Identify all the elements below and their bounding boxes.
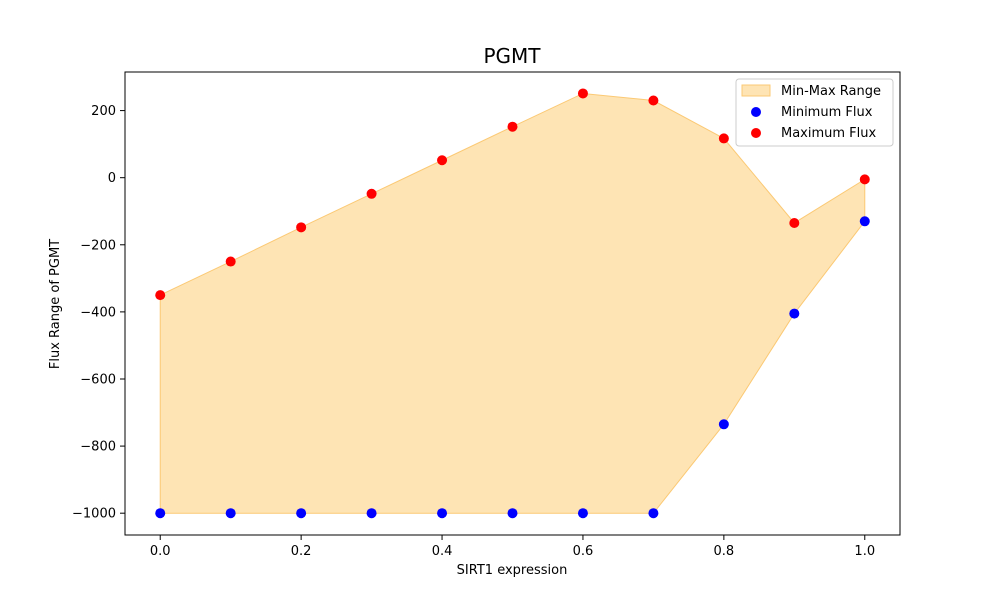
maximum-flux-point-1 (225, 256, 236, 267)
minimum-flux-point-1 (225, 508, 236, 519)
legend-swatch-min-max-range (741, 84, 771, 97)
maximum-flux-point-10 (859, 174, 870, 185)
minimum-flux-point-2 (296, 508, 307, 519)
y-axis-label: Flux Range of PGMT (48, 239, 63, 369)
minimum-flux-point-7 (648, 508, 659, 519)
legend: Min-Max Range Minimum Flux Maximum Flux (735, 78, 894, 147)
plot-area (155, 88, 870, 519)
maximum-flux-series (155, 88, 870, 301)
maximum-flux-point-6 (577, 88, 588, 99)
x-tick-label: 0.2 (291, 544, 312, 559)
legend-label-min-max-range: Min-Max Range (781, 84, 881, 99)
y-tick-label: −1000 (72, 507, 116, 522)
minimum-flux-point-8 (718, 419, 729, 430)
x-tick-label: 0.8 (714, 544, 735, 559)
legend-label-minimum-flux: Minimum Flux (781, 105, 873, 120)
min-max-range-area (159, 92, 866, 514)
legend-box (735, 78, 894, 147)
minimum-flux-point-10 (859, 216, 870, 227)
legend-marker-minimum-flux (751, 107, 761, 117)
chart-title: PGMT (483, 44, 541, 68)
x-tick-label: 0.4 (432, 544, 453, 559)
y-tick-label: −800 (80, 440, 116, 455)
minimum-flux-point-4 (437, 508, 448, 519)
minimum-flux-point-5 (507, 508, 518, 519)
legend-marker-maximum-flux (751, 128, 761, 138)
minimum-flux-point-3 (366, 508, 377, 519)
y-tick-label: −400 (80, 305, 116, 320)
minimum-flux-series (155, 216, 870, 519)
y-tick-label: 0 (108, 171, 116, 186)
maximum-flux-point-4 (437, 155, 448, 166)
y-tick-label: 200 (91, 104, 116, 119)
x-tick-label: 1.0 (854, 544, 875, 559)
maximum-flux-point-8 (718, 133, 729, 144)
y-tick-label: −200 (80, 238, 116, 253)
maximum-flux-point-2 (296, 222, 307, 233)
x-tick-label: 0.0 (150, 544, 171, 559)
maximum-flux-point-0 (155, 290, 166, 301)
maximum-flux-point-7 (648, 95, 659, 106)
axes-frame (124, 71, 901, 536)
minimum-flux-point-6 (577, 508, 588, 519)
maximum-flux-point-9 (789, 217, 800, 228)
x-tick-label: 0.6 (573, 544, 594, 559)
maximum-flux-point-3 (366, 188, 377, 199)
legend-label-maximum-flux: Maximum Flux (781, 126, 877, 141)
y-tick-label: −600 (80, 372, 116, 387)
y-axis: −1000 −800 −600 −400 −200 0 200 (72, 104, 125, 522)
maximum-flux-point-5 (507, 121, 518, 132)
minimum-flux-point-0 (155, 508, 166, 519)
minimum-flux-point-9 (789, 308, 800, 319)
x-axis: 0.0 0.2 0.4 0.6 0.8 1.0 (150, 535, 875, 559)
x-axis-label: SIRT1 expression (457, 563, 568, 578)
